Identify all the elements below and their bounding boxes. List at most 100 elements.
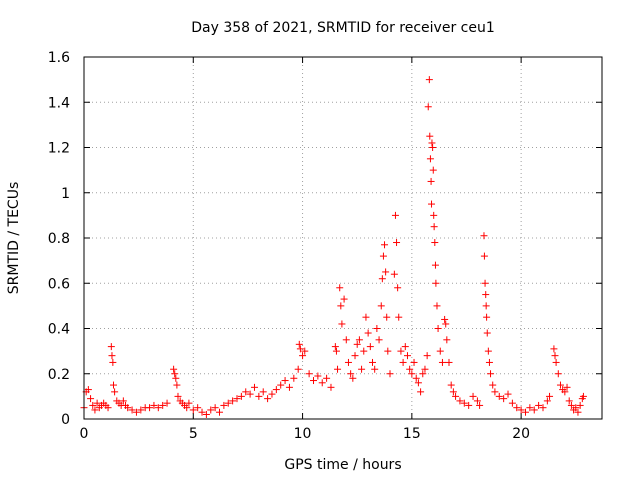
data-point — [504, 390, 512, 398]
data-point — [331, 343, 339, 351]
data-point — [508, 399, 516, 407]
data-point — [465, 401, 473, 409]
data-point — [229, 397, 237, 405]
data-point — [429, 166, 437, 174]
data-point — [397, 347, 405, 355]
data-point — [443, 336, 451, 344]
data-point — [428, 200, 436, 208]
data-point — [163, 399, 171, 407]
data-point — [172, 374, 180, 382]
data-point — [349, 374, 357, 382]
data-point — [294, 365, 302, 373]
data-point — [442, 320, 450, 328]
data-point — [373, 325, 381, 332]
y-axis-label: SRMTID / TECUs — [6, 182, 22, 295]
data-point — [495, 392, 503, 400]
data-point — [382, 268, 390, 276]
data-point — [423, 352, 431, 360]
data-point — [445, 358, 453, 366]
data-point — [150, 401, 158, 409]
data-point — [391, 211, 399, 219]
data-point — [91, 406, 99, 414]
data-point — [211, 404, 219, 412]
data-point — [281, 377, 289, 385]
data-point — [481, 279, 489, 287]
data-point — [551, 352, 559, 360]
data-point — [87, 395, 95, 403]
data-point — [410, 358, 418, 366]
y-tick-label: 1.6 — [48, 50, 70, 66]
y-tick-label: 0.6 — [48, 276, 70, 292]
data-point — [390, 270, 398, 278]
data-point — [441, 315, 449, 323]
data-point — [480, 252, 488, 260]
data-point — [237, 392, 245, 400]
data-point — [399, 358, 407, 366]
data-point — [421, 365, 429, 373]
data-point — [428, 139, 436, 147]
data-point — [353, 340, 361, 348]
y-tick-labels: 0 0.2 0.4 0.6 0.8 1 1.2 1.4 1.6 — [48, 50, 70, 428]
data-point — [449, 388, 457, 396]
data-point — [137, 406, 145, 414]
data-point — [224, 399, 232, 407]
data-point — [426, 155, 434, 163]
data-point — [159, 401, 167, 409]
data-point — [128, 406, 136, 414]
data-point — [379, 252, 387, 260]
data-point — [108, 352, 116, 360]
data-point — [183, 404, 191, 412]
data-point — [579, 392, 587, 400]
data-point — [233, 395, 241, 403]
data-point — [484, 347, 492, 355]
data-point — [366, 343, 374, 351]
data-point — [384, 347, 392, 355]
data-point — [314, 372, 322, 380]
data-point — [434, 325, 442, 332]
data-point — [430, 223, 438, 231]
data-point — [110, 381, 118, 389]
x-tick-label: 10 — [294, 426, 312, 442]
data-point — [198, 408, 206, 416]
data-point — [517, 406, 525, 414]
x-tick-label: 5 — [189, 426, 198, 442]
data-point — [242, 388, 250, 396]
data-point — [561, 388, 569, 396]
data-point — [301, 347, 309, 355]
data-point — [427, 177, 435, 185]
data-point — [383, 313, 391, 321]
data-point — [576, 401, 584, 409]
data-point — [344, 358, 352, 366]
data-point — [295, 340, 303, 348]
data-point — [171, 370, 179, 378]
data-point — [429, 144, 437, 151]
data-point — [170, 365, 178, 373]
data-point — [89, 401, 97, 409]
data-point — [393, 239, 401, 247]
data-point — [277, 381, 285, 389]
data-point — [360, 347, 368, 355]
data-point — [355, 336, 363, 344]
data-point — [377, 302, 385, 310]
data-point — [290, 374, 298, 382]
y-tick-label: 0.2 — [48, 367, 70, 383]
data-point — [378, 275, 386, 283]
x-tick-label: 20 — [512, 426, 530, 442]
data-point — [202, 410, 210, 418]
data-point — [264, 395, 272, 403]
data-point — [154, 404, 162, 412]
x-tick-label: 15 — [403, 426, 421, 442]
data-point — [425, 76, 433, 84]
data-point — [309, 377, 317, 385]
data-points — [80, 76, 587, 418]
data-point — [491, 388, 499, 396]
data-point — [337, 302, 345, 310]
data-point — [500, 395, 508, 403]
data-point — [417, 388, 425, 396]
data-point — [424, 103, 432, 111]
data-point — [554, 370, 562, 378]
data-point — [104, 404, 112, 412]
data-point — [285, 383, 293, 391]
x-axis-label: GPS time / hours — [284, 457, 401, 473]
data-point — [364, 329, 372, 337]
